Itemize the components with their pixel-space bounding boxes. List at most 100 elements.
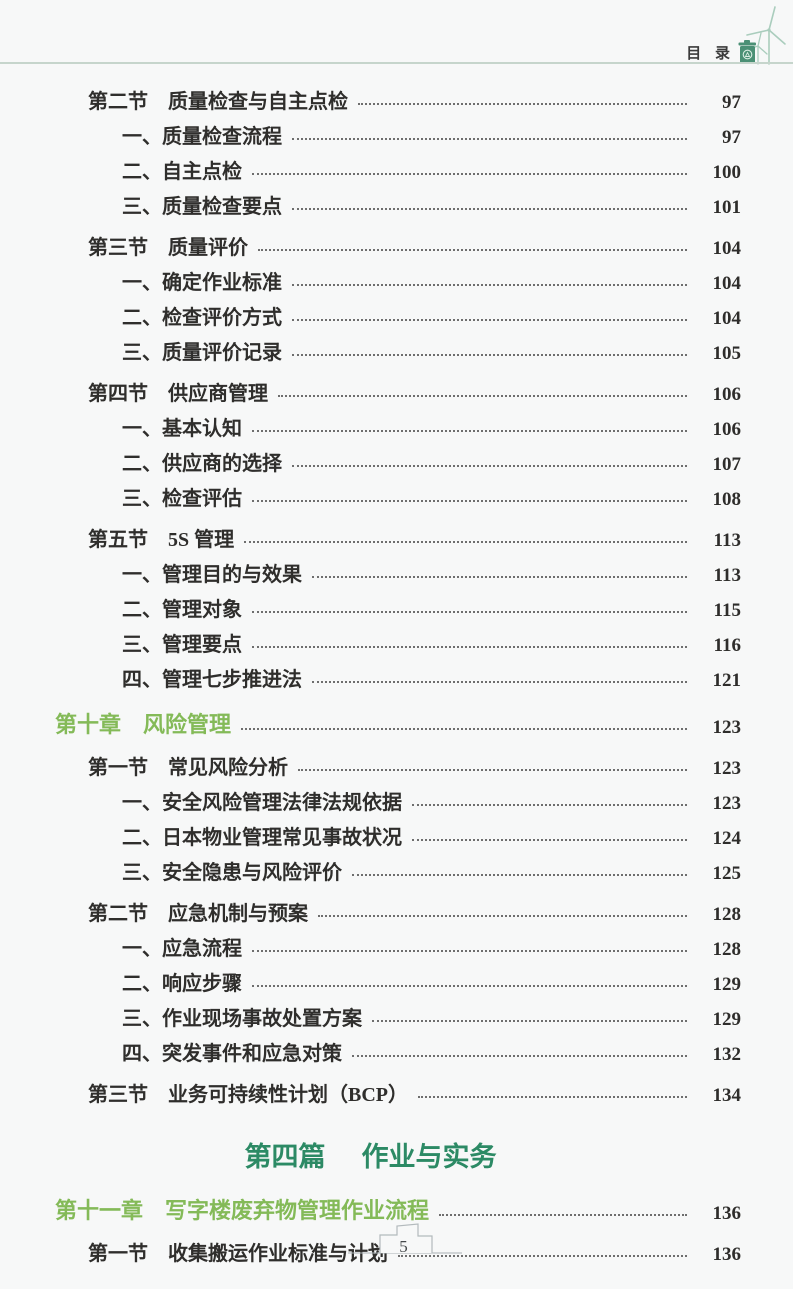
toc-entry-number: 第十一章	[55, 1198, 144, 1223]
toc-entry: 第五节 5S 管理 113	[0, 520, 741, 555]
toc-entry-number: 三、	[122, 342, 162, 364]
dotted-leader	[252, 646, 687, 648]
toc-page-number: 123	[712, 717, 742, 738]
toc-entry-number: 三、	[122, 196, 162, 218]
toc-entry-number: 一、	[122, 418, 162, 440]
toc-entry: 四、 管理七步推进法 121	[0, 660, 741, 695]
toc-entry-number: 第二节	[88, 91, 148, 113]
dotted-leader	[418, 1096, 687, 1098]
dotted-leader	[252, 173, 687, 175]
dotted-leader	[352, 1055, 687, 1057]
toc-entry: 二、 日本物业管理常见事故状况 124	[0, 818, 741, 853]
dotted-leader	[398, 1255, 687, 1257]
toc-entry: 三、 质量评价记录 105	[0, 333, 741, 368]
dotted-leader	[241, 728, 687, 730]
toc-entry-title: 管理目的与效果	[162, 564, 302, 586]
toc-entry-title: 5S 管理	[168, 529, 235, 551]
toc-page-number: 136	[712, 1203, 742, 1224]
toc-entry-number: 三、	[122, 1008, 162, 1030]
dotted-leader	[252, 611, 687, 613]
toc-entry-number: 一、	[122, 792, 162, 814]
toc-entry-number: 二、	[122, 453, 162, 475]
toc-entry: 二、 供应商的选择 107	[0, 444, 741, 479]
dotted-leader	[412, 839, 687, 841]
toc-entry-title: 自主点检	[162, 161, 242, 183]
toc-page-number: 129	[712, 974, 742, 995]
toc-entry-number: 一、	[122, 938, 162, 960]
toc-entry: 第一节 收集搬运作业标准与计划 136	[0, 1234, 741, 1269]
toc-entry-title: 突发事件和应急对策	[162, 1043, 342, 1065]
dotted-leader	[412, 804, 687, 806]
toc-entry-number: 二、	[122, 307, 162, 329]
toc-entry: 第一节 常见风险分析 123	[0, 748, 741, 783]
toc-page-number: 116	[713, 635, 741, 656]
toc-page-number: 134	[712, 1085, 742, 1106]
dotted-leader	[244, 541, 687, 543]
toc-entry: 三、 作业现场事故处置方案 129	[0, 999, 741, 1034]
toc-entry-number: 第一节	[88, 1243, 148, 1265]
toc-entry: 一、 基本认知 106	[0, 409, 741, 444]
toc-entry-number: 二、	[122, 161, 162, 183]
toc-page-number: 128	[712, 904, 742, 925]
dotted-leader	[358, 103, 687, 105]
toc-page-number: 97	[722, 92, 741, 113]
toc-entry: 三、 管理要点 116	[0, 625, 741, 660]
toc-entry: 第四篇 作业与实务	[0, 1134, 741, 1177]
dotted-leader	[318, 915, 687, 917]
toc-page-number: 104	[712, 308, 742, 329]
toc-page-number: 123	[712, 793, 742, 814]
toc-entry-number: 二、	[122, 973, 162, 995]
toc-entry: 第三节 质量评价 104	[0, 228, 741, 263]
toc-page-number: 101	[712, 197, 742, 218]
toc-entry-number: 第三节	[88, 237, 148, 259]
toc-entry-title: 响应步骤	[162, 973, 242, 995]
toc-entry-title: 检查评价方式	[162, 307, 282, 329]
header-decoration	[738, 6, 786, 65]
toc-page-number: 113	[713, 565, 741, 586]
toc-entry: 二、 检查评价方式 104	[0, 298, 741, 333]
toc-entry-title: 管理要点	[162, 634, 242, 656]
toc-entry-number: 第一节	[88, 757, 148, 779]
dotted-leader	[278, 395, 687, 397]
dotted-leader	[292, 208, 687, 210]
toc-page-number: 97	[722, 127, 741, 148]
toc-entry-title: 安全隐患与风险评价	[162, 862, 342, 884]
page-header: 目 录	[0, 0, 793, 66]
toc-entry-number: 第二节	[88, 903, 148, 925]
toc-entry: 一、 管理目的与效果 113	[0, 555, 741, 590]
toc-page-number: 104	[712, 238, 742, 259]
dotted-leader	[292, 465, 687, 467]
recycle-bin-icon	[738, 40, 756, 64]
dotted-leader	[292, 138, 687, 140]
toc-entry-number: 第十章	[55, 712, 122, 737]
toc-entry-title: 应急机制与预案	[168, 903, 308, 925]
toc-entry-title: 质量检查流程	[162, 126, 282, 148]
toc-entry-title: 风险管理	[143, 712, 232, 737]
footer-page-number: 5	[399, 1237, 408, 1256]
toc-entry: 三、 质量检查要点 101	[0, 187, 741, 222]
toc-entry: 一、 应急流程 128	[0, 929, 741, 964]
toc-entry-title: 质量评价	[168, 237, 248, 259]
toc-page-number: 113	[713, 530, 741, 551]
dotted-leader	[312, 681, 687, 683]
page-footer: 5	[0, 1219, 793, 1289]
toc-entry-number: 三、	[122, 862, 162, 884]
dotted-leader	[352, 874, 687, 876]
toc-entry-number: 四、	[122, 1043, 162, 1065]
dotted-leader	[252, 950, 687, 952]
toc-entry-title: 安全风险管理法律法规依据	[162, 792, 402, 814]
dotted-leader	[298, 769, 687, 771]
toc-page-number: 136	[712, 1244, 742, 1265]
dotted-leader	[292, 319, 687, 321]
toc-entry: 一、 安全风险管理法律法规依据 123	[0, 783, 741, 818]
toc-page-number: 108	[712, 489, 742, 510]
toc-entry: 第二节 质量检查与自主点检 97	[0, 82, 741, 117]
toc-entry-number: 第四节	[88, 383, 148, 405]
wind-turbine-icon	[746, 6, 786, 65]
dotted-leader	[312, 576, 687, 578]
dotted-leader	[439, 1214, 687, 1216]
toc-entry-title: 基本认知	[162, 418, 242, 440]
toc-entry: 第三节 业务可持续性计划（BCP） 134	[0, 1075, 741, 1110]
dotted-leader	[372, 1020, 687, 1022]
